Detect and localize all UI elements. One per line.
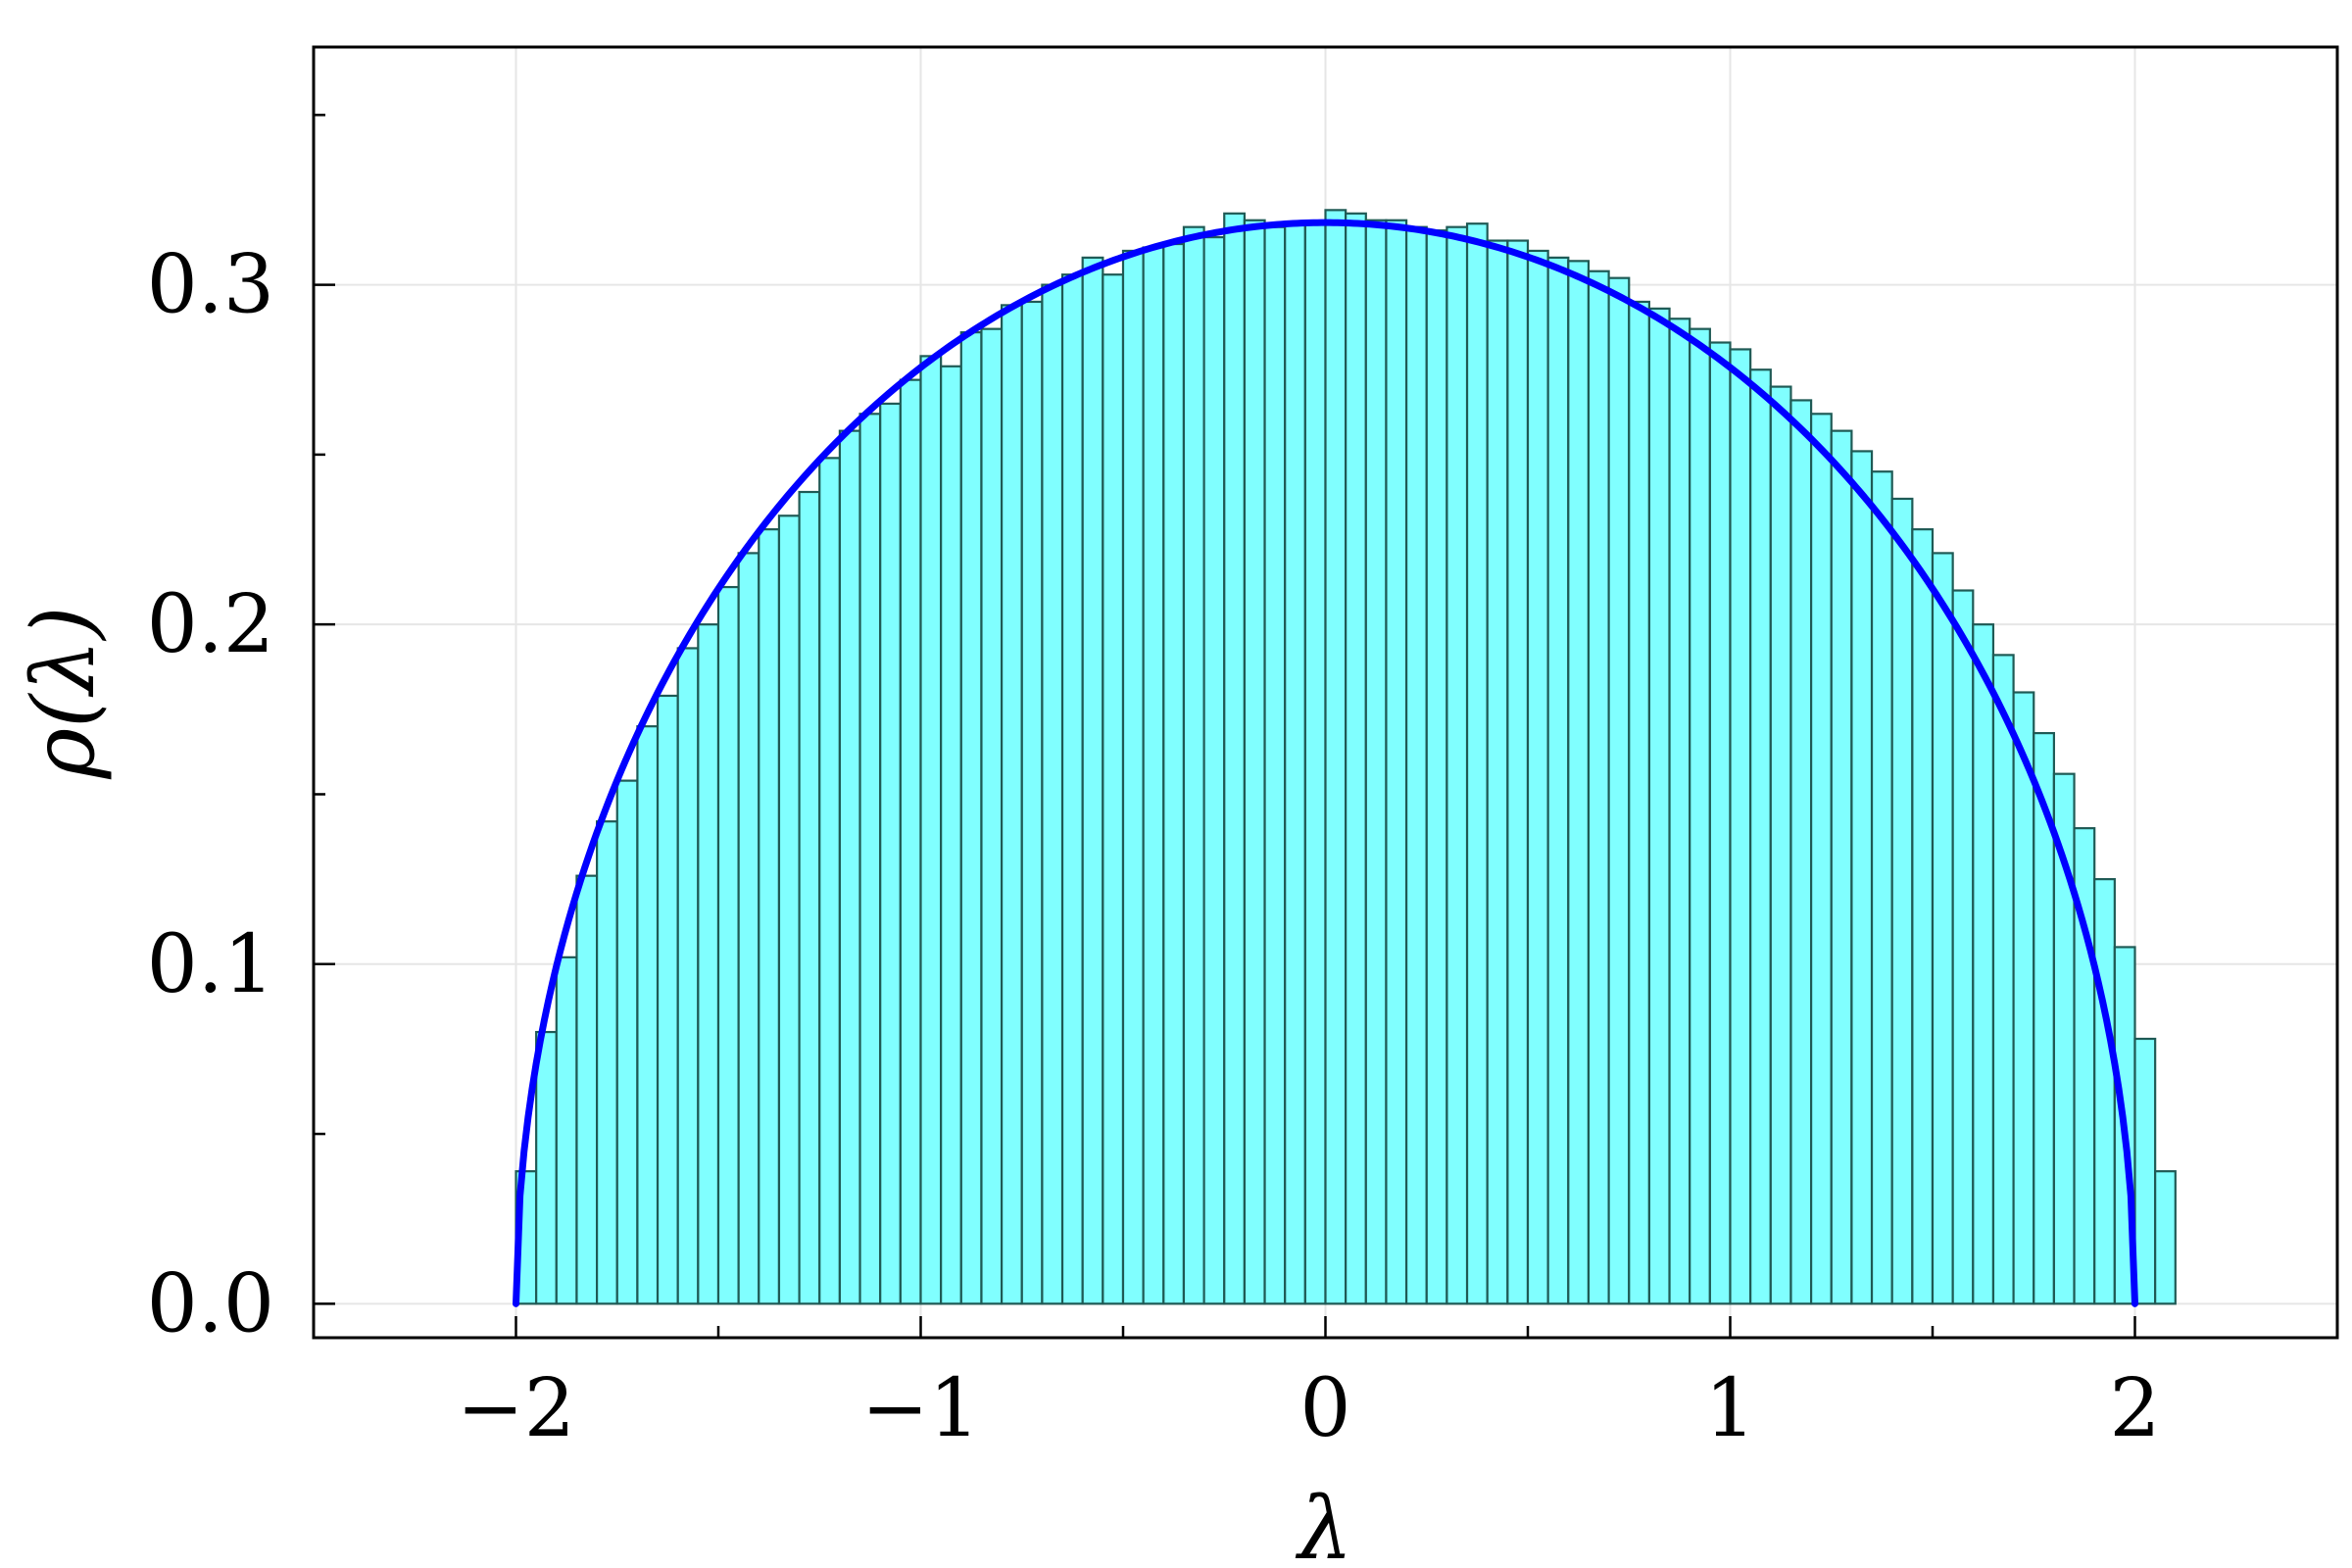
- histogram-bar: [1526, 249, 1549, 1305]
- histogram-bar: [1506, 239, 1530, 1305]
- histogram-bar: [858, 413, 882, 1305]
- histogram-bar: [1708, 341, 1732, 1305]
- histogram-bar: [1769, 385, 1792, 1305]
- histogram-bar: [1729, 348, 1752, 1305]
- semicircle-density-curve: [513, 219, 2138, 1307]
- histogram-bar: [1446, 225, 1469, 1305]
- density-curve-layer: [513, 219, 2138, 1307]
- histogram-bar: [1000, 304, 1023, 1305]
- histogram-bar: [1951, 589, 1975, 1305]
- histogram-bar: [1202, 235, 1226, 1305]
- histogram-bar: [959, 331, 983, 1305]
- histogram-bar: [1223, 212, 1246, 1305]
- histogram-bar: [1991, 654, 2015, 1305]
- histogram-bar: [1628, 300, 1650, 1305]
- histogram-bar: [1182, 225, 1205, 1305]
- histogram-bar: [636, 725, 660, 1305]
- y-tick-label: 0.1: [147, 918, 274, 1011]
- histogram-bar: [535, 1030, 558, 1305]
- y-tick-label: 0.2: [147, 578, 274, 671]
- histogram-bar: [615, 779, 639, 1305]
- histogram-bar: [1789, 399, 1813, 1305]
- histogram-bar: [1102, 273, 1125, 1305]
- histogram-bar: [1972, 623, 1995, 1305]
- histogram-bar: [940, 365, 962, 1305]
- x-tick-label: 1: [1704, 1362, 1755, 1455]
- histogram-bar: [716, 585, 740, 1305]
- histogram-bar: [1749, 368, 1772, 1305]
- histogram-bar: [1041, 283, 1064, 1305]
- histogram-bar: [1587, 270, 1610, 1305]
- y-tick-label: 0.3: [147, 239, 274, 332]
- histogram-bar: [1284, 222, 1306, 1305]
- histogram-bar: [1689, 327, 1711, 1305]
- histogram-bar: [838, 429, 861, 1305]
- histogram-bar: [1243, 219, 1266, 1305]
- tick-labels: −2 −1 0 1 2 0.0 0.1 0.2 0.3: [147, 239, 2161, 1455]
- histogram-bar: [818, 457, 841, 1305]
- x-tick-label: 2: [2109, 1362, 2160, 1455]
- histogram-bars: [514, 209, 2177, 1305]
- histogram-bar: [1364, 219, 1388, 1305]
- histogram-bar: [1870, 470, 1893, 1305]
- histogram-bar: [1324, 209, 1348, 1305]
- x-tick-label: −1: [861, 1362, 980, 1455]
- histogram-bar: [1345, 212, 1367, 1305]
- histogram-bar: [1081, 256, 1104, 1305]
- histogram-bar: [1890, 497, 1914, 1305]
- y-axis-label: ρ(λ): [13, 606, 114, 779]
- histogram-bar: [1668, 318, 1691, 1305]
- histogram-bar: [1850, 450, 1874, 1305]
- histogram-bar: [1486, 239, 1509, 1305]
- histogram-bar: [1425, 229, 1448, 1305]
- histogram-bar: [2012, 691, 2035, 1305]
- histogram-bar: [676, 647, 700, 1305]
- histogram-bar: [1809, 413, 1833, 1305]
- histogram-bar: [2154, 1170, 2177, 1305]
- histogram-bar: [1465, 222, 1489, 1305]
- axis-ticks: [312, 114, 2339, 1338]
- histogram-bar: [1567, 260, 1591, 1305]
- histogram-bar: [1931, 552, 1954, 1305]
- histogram-bar: [1385, 219, 1408, 1305]
- histogram-bar: [1162, 242, 1186, 1305]
- histogram-bar: [2133, 1037, 2157, 1305]
- y-tick-label: 0.0: [147, 1257, 274, 1350]
- histogram-bar: [1020, 300, 1044, 1305]
- x-tick-label: 0: [1299, 1362, 1350, 1455]
- histogram-bar: [1404, 225, 1428, 1305]
- histogram-bar: [1830, 429, 1853, 1305]
- histogram-bar: [2093, 878, 2116, 1305]
- histogram-bar: [777, 514, 801, 1305]
- histogram-bar: [758, 528, 781, 1305]
- histogram-bar: [798, 490, 821, 1305]
- histogram-bar: [1142, 246, 1165, 1305]
- histogram-bar: [1546, 256, 1570, 1305]
- x-axis-label: λ: [1296, 1478, 1353, 1568]
- histogram-bar: [879, 402, 902, 1305]
- histogram-bar: [1263, 225, 1287, 1305]
- histogram-bar: [1911, 528, 1935, 1305]
- histogram-bar: [575, 874, 599, 1305]
- histogram-bar: [737, 552, 760, 1305]
- histogram-bar: [697, 623, 720, 1305]
- histogram-bar: [1060, 273, 1084, 1305]
- histogram-bar: [1121, 249, 1145, 1305]
- histogram-bar: [656, 694, 679, 1305]
- histogram-bar: [919, 355, 943, 1305]
- histogram-bar: [595, 820, 618, 1305]
- histogram-bar: [1303, 222, 1327, 1305]
- histogram-bar: [555, 956, 578, 1305]
- histogram-bar: [980, 327, 1004, 1305]
- histogram-bar: [1647, 307, 1671, 1305]
- histogram-bar: [1607, 276, 1631, 1305]
- histogram-bar: [899, 378, 922, 1305]
- x-tick-label: −2: [457, 1362, 575, 1455]
